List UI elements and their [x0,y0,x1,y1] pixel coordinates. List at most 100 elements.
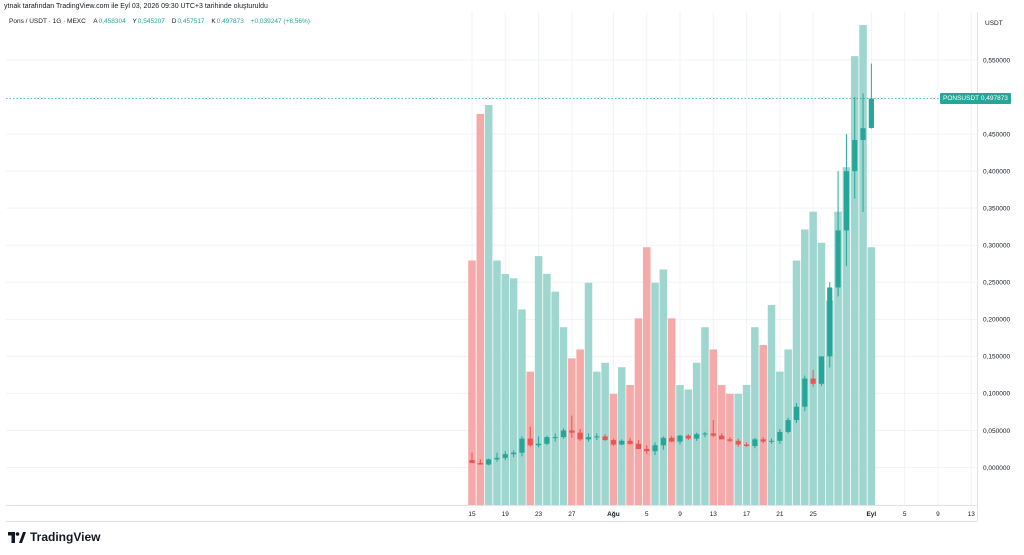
x-tick-label: 13 [710,511,718,518]
candle-body [810,378,816,384]
volume-bar [676,385,684,505]
y-tick-label: 0,050000 [983,428,1010,435]
candle-body [502,454,508,458]
price-tag-symbol: PONSUSDT [943,95,979,103]
volume-bar [726,393,734,505]
volume-bar [792,260,801,505]
volume-bar [576,349,584,505]
candle-body [602,436,608,441]
candle-body [860,128,866,141]
tradingview-brand[interactable]: TradingView [8,530,100,544]
x-tick-label: Ağu [607,511,620,518]
candle-body [535,443,542,446]
y-tick-label: 0,350000 [983,205,1010,212]
candle-body [852,140,858,172]
y-tick-label: 0,200000 [983,317,1010,324]
candle-body [544,437,550,444]
volume-bar [759,345,767,505]
volume-bar [501,273,510,505]
tradingview-logo-icon [8,531,26,543]
high-label: Y [132,18,137,25]
brand-name: TradingView [30,530,101,544]
low-label: D [171,18,177,25]
volume-bar [850,56,859,505]
x-tick-label: 25 [810,511,818,518]
volume-bar [642,247,651,505]
last-price-tag: PONSUSDT 0,497873 [940,93,1011,105]
y-tick-label: 0,550000 [983,57,1010,64]
candle-body [694,434,700,439]
candle-body [719,435,725,440]
candle-body [802,378,808,407]
y-tick-label: 0,000000 [983,465,1010,472]
volume-bar [618,367,626,505]
candle-body [827,287,833,357]
volume-bar [626,385,634,505]
volume-bar [651,282,659,505]
x-tick-label: 9 [936,511,940,518]
volume-bar [659,269,668,505]
candles [469,63,874,466]
volume-bar [551,291,559,505]
x-tick-label: 15 [468,511,476,518]
candle-body [519,438,525,453]
price-tag-value: 0,497873 [980,95,1008,103]
volume-bar [717,385,726,505]
volume-bar [476,113,485,505]
close-value: 0,497873 [216,18,244,25]
y-tick-label: 0,250000 [983,280,1010,287]
candle-body [610,440,617,445]
volume-bar [493,260,501,505]
axes: 0,000000 0,050000 0,100000 0,150000 0,200000… [6,12,1010,522]
low-value: 0,457517 [177,18,205,25]
candle-body [735,440,741,445]
volume-bar [734,393,742,505]
change-value: +0,039247 (+8,56%) [250,18,310,25]
candle-body [627,440,633,444]
candle-body [511,452,517,455]
candle-body [644,448,650,452]
candle-body [677,435,683,442]
volume-bar [468,260,476,505]
volume-bar [684,389,693,505]
volume-bar [867,247,876,505]
x-tick-label: 23 [535,511,543,518]
candle-body [818,356,825,384]
x-tick-label: 9 [678,511,682,518]
y-tick-label: 0,150000 [983,354,1010,361]
high-value: 0,545207 [137,18,165,25]
volume-bar [701,327,709,505]
candle-body [577,432,583,440]
volume-bar [634,318,643,505]
candle-body [785,420,791,432]
candle-body [594,436,600,438]
candle-body [702,433,708,435]
candle-body [669,437,675,442]
x-tick-label: 17 [743,511,751,518]
chart-credit: ytnak tarafından TradingView.com ile Eyl… [4,3,268,10]
volume-bar [767,305,776,505]
volume-bar [559,327,568,505]
symbol-name[interactable]: Pons / USDT · 1G · MEXC [9,18,86,25]
candle-body [710,433,716,436]
candle-body [560,430,567,438]
x-tick-label: 19 [502,511,510,518]
candle-body [585,437,592,440]
volume-bar [859,25,867,505]
volume-bar [751,327,759,505]
candle-body [685,435,691,439]
volume-bar [543,273,551,505]
candle-body [752,439,758,447]
close-label: K [211,18,216,25]
candle-body [868,98,874,128]
candle-body [793,406,800,421]
candle-body [760,439,766,442]
x-tick-label: 13 [968,511,976,518]
volume-bar [842,167,851,505]
y-tick-label: 0,300000 [983,243,1010,250]
candle-body [469,460,475,464]
volume-bar [801,229,809,505]
candle-body [477,463,483,465]
currency-label[interactable]: USDT [985,20,1003,27]
